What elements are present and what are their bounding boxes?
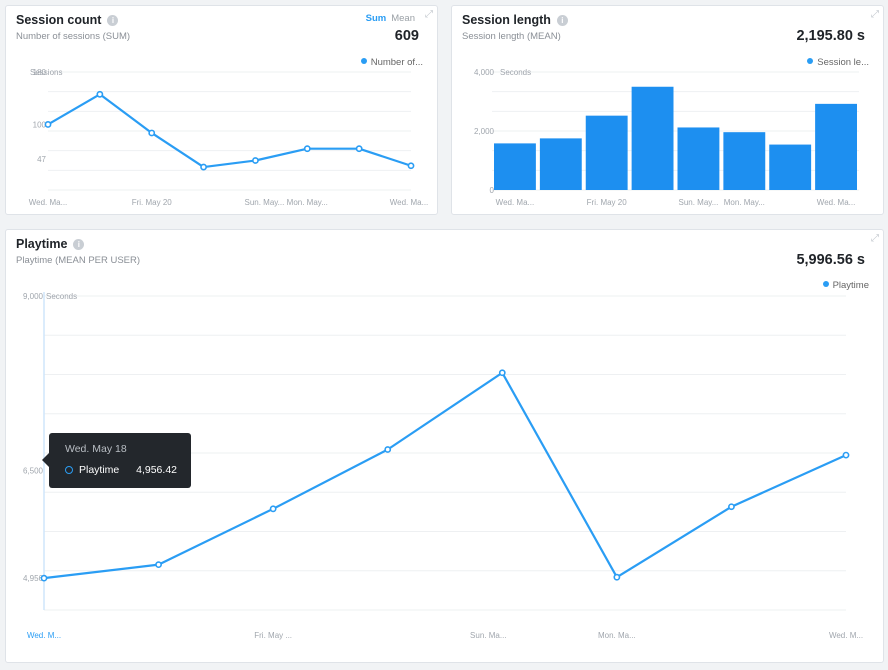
x-tick-label: Wed. M...	[829, 631, 863, 640]
x-tick-label: Fri. May ...	[254, 631, 292, 640]
x-tick-label: Mon. May...	[287, 198, 328, 207]
legend-label: Playtime	[832, 280, 869, 291]
playtime-subtitle: Playtime (MEAN PER USER)	[16, 255, 141, 266]
session-length-subtitle: Session length (MEAN)	[462, 31, 561, 42]
data-point	[613, 573, 621, 581]
bar	[631, 86, 674, 190]
bar	[539, 138, 582, 190]
y-axis-unit: Seconds	[500, 68, 531, 77]
data-point	[303, 145, 311, 153]
x-tick-label: Fri. May 20	[132, 198, 173, 207]
series-line	[47, 93, 412, 169]
y-tick-label: 6,500	[23, 466, 44, 475]
data-point	[842, 451, 850, 459]
x-tick-label: Sun. Ma...	[470, 631, 506, 640]
x-tick-label: Wed. Ma...	[390, 198, 429, 207]
x-tick-label: Wed. Ma...	[817, 198, 856, 207]
data-point	[200, 163, 207, 171]
chart-legend[interactable]: Number of...	[360, 57, 423, 68]
x-tick-label: Fri. May 20	[587, 198, 628, 207]
session-length-title: Session length	[462, 13, 551, 27]
y-tick-label: 2,000	[474, 127, 495, 136]
tooltip-series-name: Playtime	[79, 464, 120, 476]
legend-label: Number of...	[370, 57, 423, 68]
session-count-total: 609	[394, 28, 419, 44]
data-point	[384, 446, 392, 453]
legend-dot-icon	[822, 281, 829, 287]
x-tick-label: Wed. Ma...	[29, 198, 68, 207]
y-tick-label: 4,000	[474, 68, 495, 77]
data-point	[148, 129, 156, 137]
tooltip-date: Wed. May 18	[65, 443, 127, 455]
playtime-card: Playtime i Playtime (MEAN PER USER) ⤢ 5,9…	[5, 229, 884, 663]
data-point	[44, 121, 52, 128]
y-tick-label: 180	[33, 68, 47, 77]
series-ring-icon	[65, 466, 73, 474]
session-count-card: Session count i Number of sessions (SUM) …	[5, 5, 438, 215]
y-axis-unit: Seconds	[46, 292, 77, 301]
y-tick-label: 0	[490, 186, 495, 195]
data-point	[269, 505, 277, 513]
expand-icon[interactable]: ⤢	[871, 9, 879, 20]
bar	[494, 143, 536, 190]
bar	[677, 127, 720, 190]
y-tick-label: 4,956	[23, 574, 44, 583]
data-point	[96, 90, 104, 98]
session-count-title: Session count	[16, 13, 102, 27]
y-tick-label: 9,000	[23, 292, 44, 301]
y-tick-label: 100	[33, 120, 47, 129]
data-point	[498, 369, 506, 377]
x-tick-label: Sun. May...	[244, 198, 284, 207]
info-icon[interactable]: i	[556, 15, 568, 26]
expand-icon[interactable]: ⤢	[425, 9, 433, 20]
x-tick-label: Mon. May...	[724, 198, 765, 207]
session-count-subtitle: Number of sessions (SUM)	[16, 31, 131, 42]
chart-tooltip: Wed. May 18 Playtime 4,956.42	[42, 433, 191, 488]
data-point	[355, 145, 363, 153]
x-tick-label: Wed. Ma...	[496, 198, 535, 207]
data-point	[728, 503, 735, 511]
info-icon[interactable]: i	[73, 239, 85, 250]
mean-toggle[interactable]: Mean	[391, 13, 415, 24]
chart-legend[interactable]: Playtime	[822, 280, 869, 291]
legend-label: Session le...	[817, 57, 869, 68]
series-line	[43, 371, 847, 580]
legend-dot-icon	[807, 58, 814, 64]
y-axis-unit: Sessions	[30, 68, 62, 77]
session-length-card: Session length i Session length (MEAN) ⤢ …	[451, 5, 884, 215]
playtime-total: 5,996.56 s	[796, 252, 865, 268]
info-icon[interactable]: i	[107, 15, 119, 26]
y-tick-label: 47	[37, 155, 46, 164]
data-point	[407, 162, 415, 170]
sum-toggle[interactable]: Sum	[365, 13, 387, 24]
x-tick-label: Sun. May...	[679, 198, 719, 207]
data-point	[252, 157, 259, 164]
tooltip-value: 4,956.42	[136, 464, 177, 476]
bar	[769, 144, 812, 190]
bar	[815, 103, 857, 190]
data-point	[155, 561, 162, 569]
data-point	[40, 574, 48, 582]
x-tick-label: Wed. M...	[27, 631, 61, 640]
playtime-title: Playtime	[16, 237, 68, 251]
chart-legend[interactable]: Session le...	[807, 57, 869, 68]
legend-dot-icon	[360, 58, 367, 64]
expand-icon[interactable]: ⤢	[871, 233, 879, 244]
x-tick-label: Mon. Ma...	[598, 631, 636, 640]
aggregation-toggle: Sum Mean	[366, 13, 415, 24]
bar	[723, 132, 766, 190]
bar	[585, 115, 628, 190]
session-length-total: 2,195.80 s	[796, 28, 865, 44]
